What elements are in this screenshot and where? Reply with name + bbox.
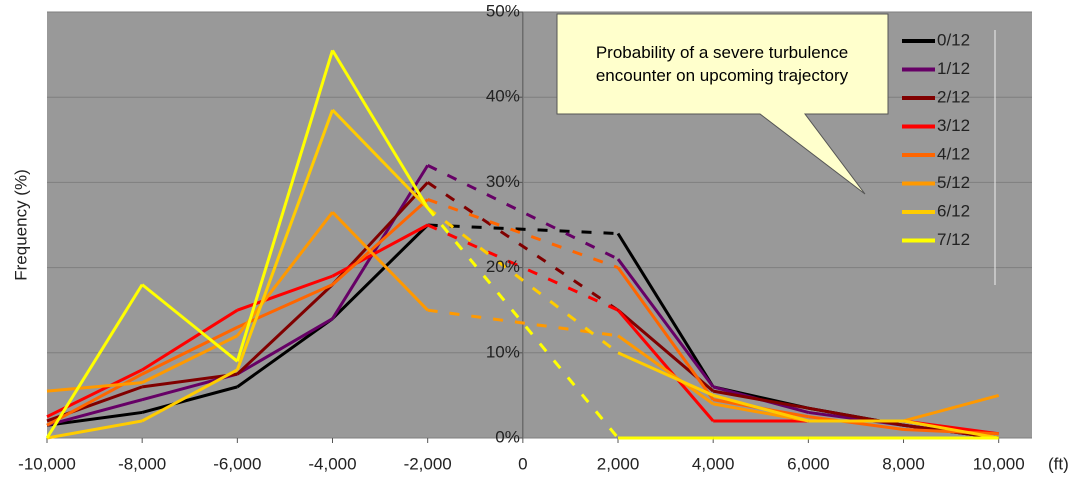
legend-label: 7/12	[937, 230, 970, 249]
series-line	[331, 211, 429, 312]
y-tick-label: 50%	[486, 1, 520, 20]
series-line	[808, 415, 904, 431]
y-tick-label: 30%	[486, 172, 520, 191]
series-line	[426, 181, 619, 312]
series-line	[616, 309, 715, 422]
legend-label: 0/12	[937, 30, 970, 49]
series-line	[236, 283, 334, 329]
series-line	[46, 419, 143, 440]
x-tick-label: 4,000	[692, 454, 735, 473]
series-line	[331, 223, 429, 278]
series-line	[46, 381, 143, 393]
series-line	[141, 325, 239, 376]
series-line	[235, 49, 334, 362]
series-line	[712, 393, 809, 423]
y-tick-label: 0%	[495, 427, 520, 446]
x-tick-label: -4,000	[308, 454, 356, 473]
callout-box	[556, 13, 889, 195]
series-line	[427, 164, 619, 261]
y-tick-label: 10%	[486, 342, 520, 361]
series-line	[617, 334, 715, 406]
legend-label: 1/12	[937, 59, 970, 78]
x-axis-unit: (ft)	[1048, 454, 1069, 473]
x-tick-label: 2,000	[597, 454, 640, 473]
series-line	[236, 317, 334, 389]
series-line	[236, 211, 334, 337]
series-line	[903, 419, 999, 440]
series-line	[141, 334, 239, 384]
series-line	[235, 109, 334, 371]
series-line	[427, 223, 619, 236]
series-line	[331, 49, 429, 209]
series-line	[141, 385, 238, 414]
series-line	[331, 223, 429, 320]
series-line	[141, 308, 239, 372]
legend-label: 3/12	[937, 116, 970, 135]
series-line	[712, 389, 809, 410]
series-line	[903, 393, 1000, 423]
series-line	[45, 283, 144, 439]
legend-label: 4/12	[937, 144, 970, 163]
x-tick-label: 10,000	[973, 454, 1025, 473]
callout-text: Probability of a severe turbulence encou…	[595, 43, 849, 85]
x-tick-label: -2,000	[404, 454, 452, 473]
legend-label: 5/12	[937, 173, 970, 192]
y-tick-label: 40%	[486, 87, 520, 106]
series-line	[141, 368, 239, 423]
series-line	[426, 206, 619, 354]
x-tick-label: -8,000	[118, 454, 166, 473]
series-line	[46, 410, 143, 427]
series-line	[141, 283, 239, 363]
x-tick-label: 8,000	[882, 454, 925, 473]
series-line	[236, 317, 334, 376]
series-line	[141, 372, 238, 389]
series-line	[616, 266, 715, 401]
series-line	[616, 232, 715, 388]
y-axis-label: Frequency (%)	[11, 169, 30, 280]
legend-label: 2/12	[937, 87, 970, 106]
series-line	[236, 283, 334, 376]
series-line	[331, 198, 429, 286]
series-line	[426, 207, 620, 439]
series-line	[46, 368, 143, 419]
series-line	[616, 258, 715, 388]
x-tick-label: 6,000	[787, 454, 830, 473]
series-line	[331, 108, 429, 210]
y-tick-label: 20%	[486, 257, 520, 276]
series-line	[427, 308, 619, 338]
x-tick-label: 0	[518, 454, 527, 473]
series-line	[903, 427, 999, 436]
series-line	[617, 351, 714, 397]
series-line	[46, 398, 143, 427]
legend-label: 6/12	[937, 201, 970, 220]
x-tick-label: -10,000	[18, 454, 76, 473]
x-tick-label: -6,000	[213, 454, 261, 473]
